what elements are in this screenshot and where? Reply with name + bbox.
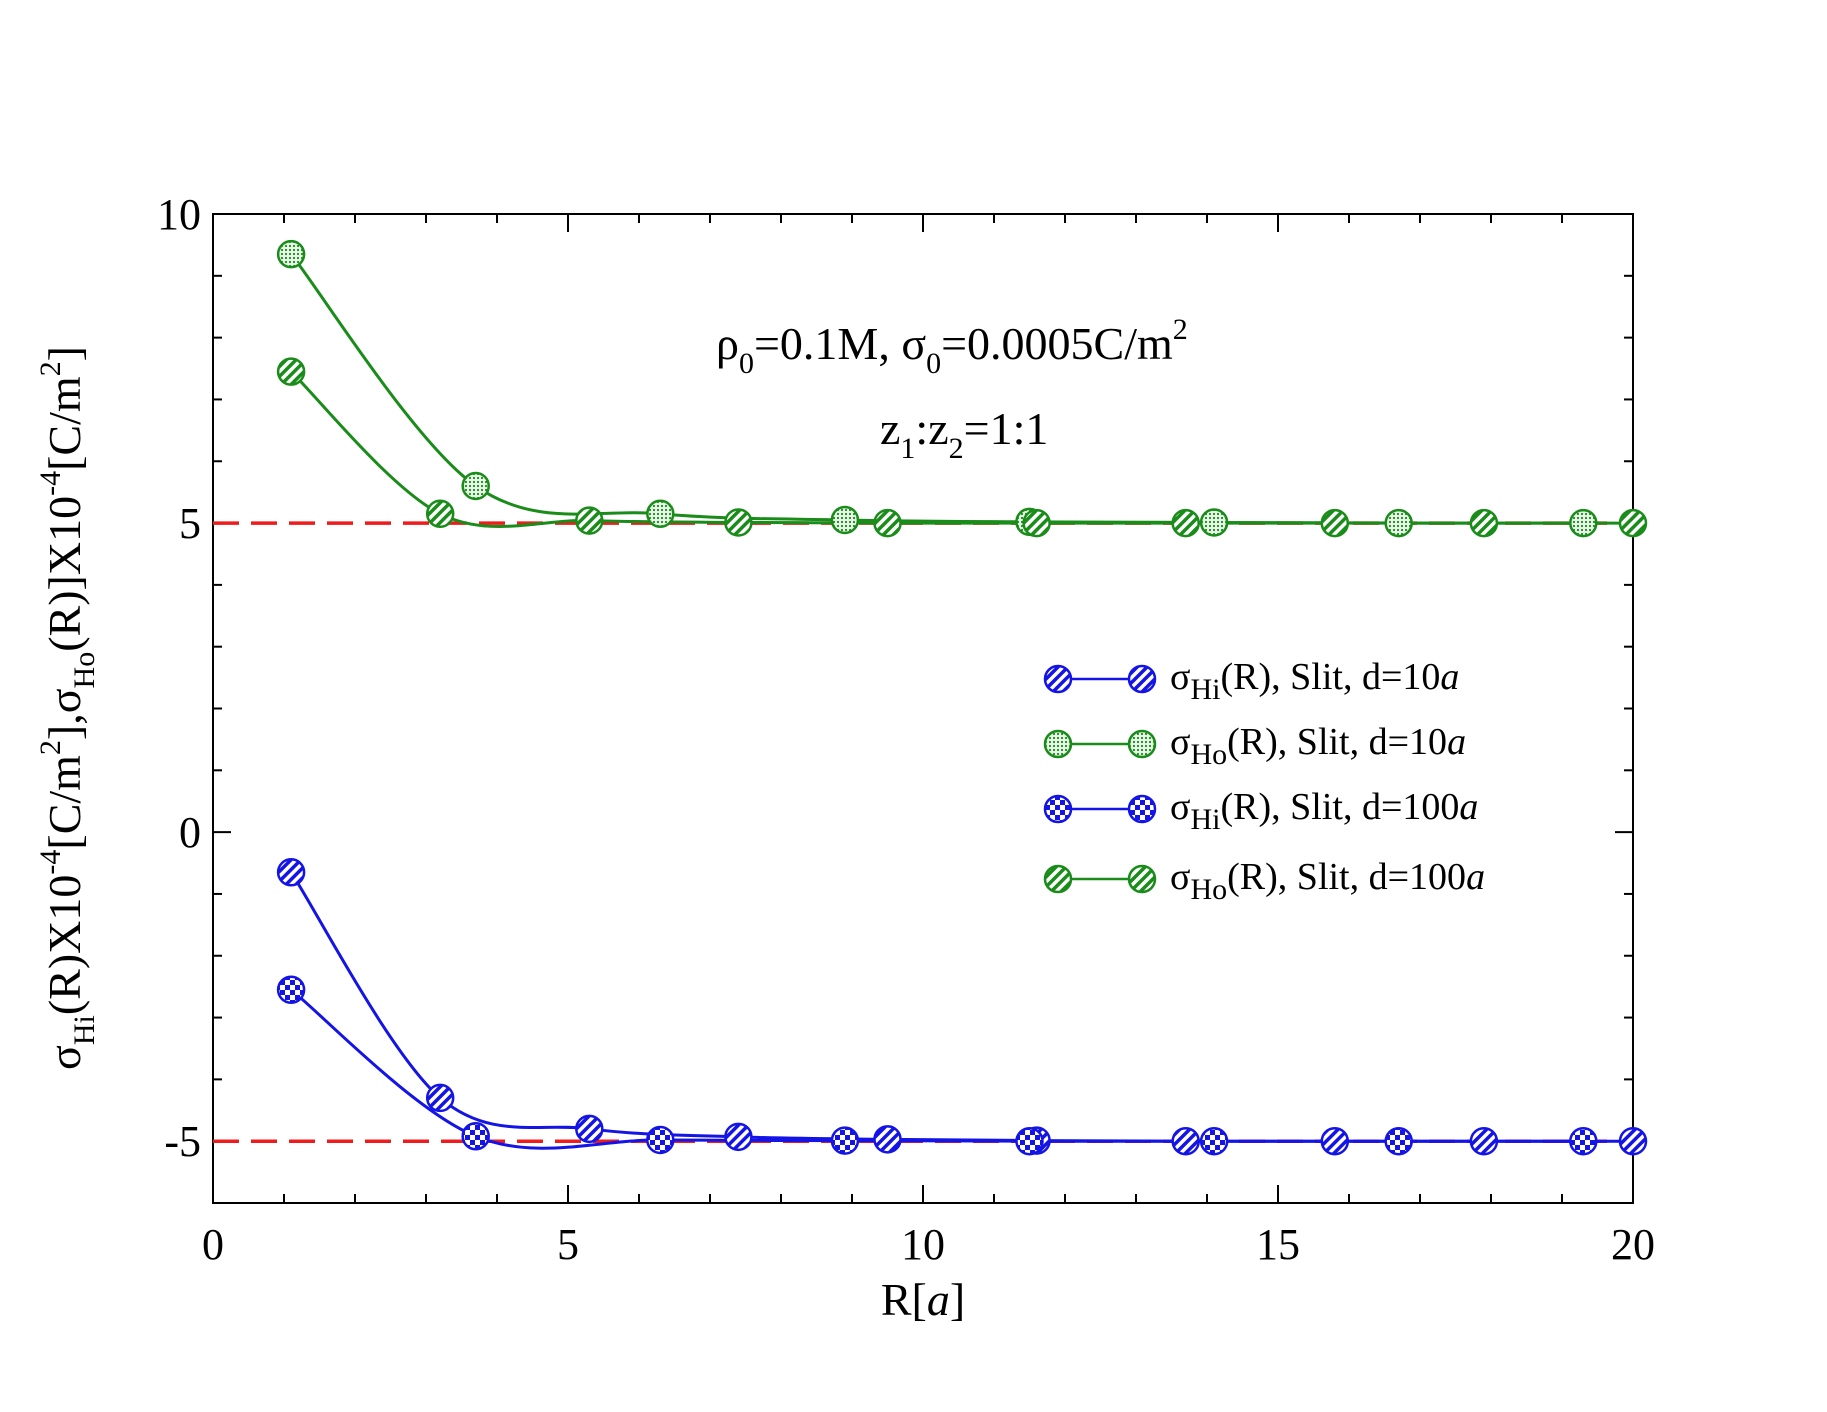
series-markers (276, 239, 1648, 1156)
series-lines (289, 253, 1633, 1150)
data-point-series-0 (1469, 1126, 1499, 1156)
svg-text:σHo(R), Slit, d=100a: σHo(R), Slit, d=100a (1170, 856, 1485, 906)
data-point-series-3 (575, 506, 604, 535)
x-tick-label: 5 (557, 1220, 579, 1269)
series-line-2 (290, 988, 1584, 1150)
data-point-series-2 (1384, 1126, 1413, 1156)
data-point-series-0 (1171, 1126, 1200, 1156)
data-point-series-0 (724, 1122, 753, 1152)
data-point-series-2 (461, 1121, 490, 1151)
svg-text:σHo(R), Slit, d=10a: σHo(R), Slit, d=10a (1170, 721, 1466, 771)
data-point-series-0 (873, 1125, 902, 1154)
data-point-series-3 (276, 357, 306, 386)
legend-marker (1043, 664, 1073, 694)
data-point-series-3 (1320, 508, 1350, 538)
legend-marker (1127, 794, 1157, 824)
annotation-valence: z1:z2=1:1 (880, 403, 1048, 465)
legend-marker (1043, 729, 1073, 759)
data-point-series-0 (575, 1114, 604, 1144)
legend-entry-hi-d10: σHi(R), Slit, d=10a (1043, 656, 1459, 706)
data-point-series-0 (1618, 1126, 1648, 1156)
x-tick-label: 0 (202, 1220, 224, 1269)
legend-marker (1043, 794, 1073, 824)
data-point-series-3 (1022, 508, 1051, 538)
x-tick-label: 20 (1611, 1220, 1655, 1269)
y-tick-label: 5 (179, 499, 201, 548)
data-point-series-0 (276, 858, 306, 887)
data-point-series-3 (873, 508, 902, 538)
legend-marker (1127, 664, 1157, 694)
x-tick-label: 15 (1256, 1220, 1300, 1269)
data-point-series-1 (461, 471, 490, 501)
data-point-series-0 (1320, 1126, 1350, 1156)
reference-lines (213, 521, 1633, 1143)
svg-text:σHi(R), Slit, d=100a: σHi(R), Slit, d=100a (1170, 786, 1478, 836)
data-point-series-3 (1171, 508, 1200, 538)
legend-entry-hi-d100: σHi(R), Slit, d=100a (1043, 786, 1478, 836)
legend: σHi(R), Slit, d=10a σHo(R), Slit, d=10a … (1043, 656, 1485, 906)
y-tick-label: -5 (164, 1117, 201, 1166)
annotation-conditions: ρ0=0.1M, σ0=0.0005C/m2 (716, 313, 1188, 380)
legend-marker (1043, 864, 1073, 894)
data-point-series-3 (1469, 508, 1499, 538)
legend-marker (1127, 864, 1157, 894)
data-point-series-1 (276, 239, 306, 269)
data-point-series-1 (1384, 508, 1413, 538)
legend-entry-ho-d10: σHo(R), Slit, d=10a (1043, 721, 1466, 771)
data-point-series-3 (425, 499, 455, 529)
y-axis-title: σHi(R)X10-4[C/m2],σHo(R)]X10-4[C/m2] (34, 346, 101, 1070)
data-point-series-2 (1569, 1126, 1598, 1156)
x-axis-title: R[a] (881, 1274, 965, 1325)
y-tick-label: 0 (179, 808, 201, 857)
x-tick-label: 10 (901, 1220, 945, 1269)
data-point-series-1 (646, 499, 675, 529)
data-point-series-3 (1618, 508, 1648, 538)
y-tick-label: 10 (157, 190, 201, 239)
data-point-series-3 (724, 508, 753, 537)
data-point-series-0 (425, 1083, 455, 1113)
data-point-series-2 (646, 1125, 675, 1155)
legend-entry-ho-d100: σHo(R), Slit, d=100a (1043, 856, 1485, 906)
data-point-series-2 (1199, 1126, 1229, 1156)
data-point-series-2 (1015, 1126, 1044, 1156)
legend-marker (1127, 729, 1157, 759)
axis-tick-labels: 0 5 10 15 20 -5 0 5 10 (157, 190, 1655, 1269)
svg-text:σHi(R), Slit, d=10a: σHi(R), Slit, d=10a (1170, 656, 1459, 706)
data-point-series-1 (1199, 508, 1229, 537)
data-point-series-1 (1569, 508, 1598, 538)
data-point-series-2 (830, 1126, 860, 1155)
series-line-0 (289, 871, 1633, 1143)
data-point-series-1 (830, 505, 860, 535)
data-point-series-2 (276, 975, 306, 1004)
